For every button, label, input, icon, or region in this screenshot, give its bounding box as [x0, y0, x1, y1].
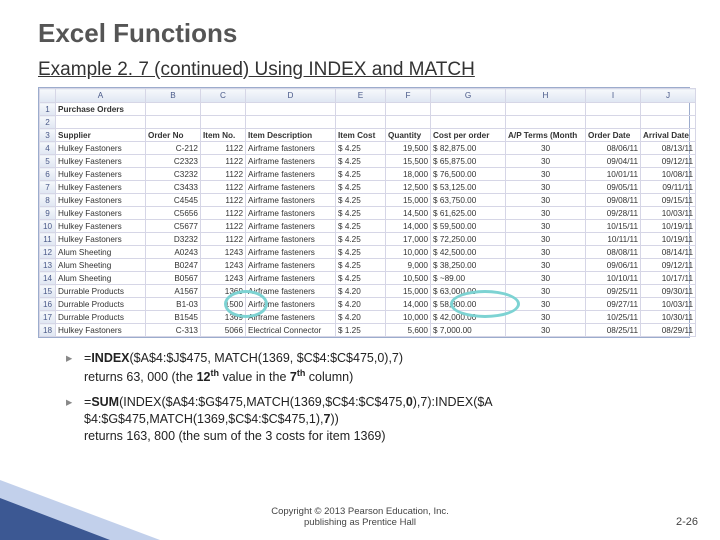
col-B: B	[146, 89, 201, 103]
column-header-row: A B C D E F G H I J	[40, 89, 696, 103]
bullet-2: ▸ =SUM(INDEX($A$4:$G$475,MATCH(1369,$C$4…	[66, 394, 690, 445]
col-I: I	[586, 89, 641, 103]
copyright-line1: Copyright © 2013 Pearson Education, Inc.	[0, 506, 720, 517]
bullet-1: ▸ =INDEX($A$4:$J$475, MATCH(1369, $C$4:$…	[66, 350, 690, 386]
col-A: A	[56, 89, 146, 103]
spreadsheet-table: A B C D E F G H I J 1Purchase Orders23Su…	[39, 88, 696, 337]
bullet-2-text: =SUM(INDEX($A$4:$G$475,MATCH(1369,$C$4:$…	[84, 394, 690, 445]
page-number: 2-26	[676, 516, 698, 528]
col-J: J	[641, 89, 696, 103]
bullet-mark-icon: ▸	[66, 394, 84, 445]
slide-title: Excel Functions	[38, 18, 690, 49]
col-H: H	[506, 89, 586, 103]
bullet-mark-icon: ▸	[66, 350, 84, 386]
footer: Copyright © 2013 Pearson Education, Inc.…	[0, 506, 720, 528]
col-C: C	[201, 89, 246, 103]
col-G: G	[431, 89, 506, 103]
col-F: F	[386, 89, 431, 103]
spreadsheet: A B C D E F G H I J 1Purchase Orders23Su…	[38, 87, 690, 338]
corner-cell	[40, 89, 56, 103]
bullet-1-text: =INDEX($A$4:$J$475, MATCH(1369, $C$4:$C$…	[84, 350, 690, 386]
slide-subtitle: Example 2. 7 (continued) Using INDEX and…	[38, 59, 690, 81]
col-D: D	[246, 89, 336, 103]
copyright-line2: publishing as Prentice Hall	[0, 517, 720, 528]
bullet-list: ▸ =INDEX($A$4:$J$475, MATCH(1369, $C$4:$…	[66, 350, 690, 445]
col-E: E	[336, 89, 386, 103]
